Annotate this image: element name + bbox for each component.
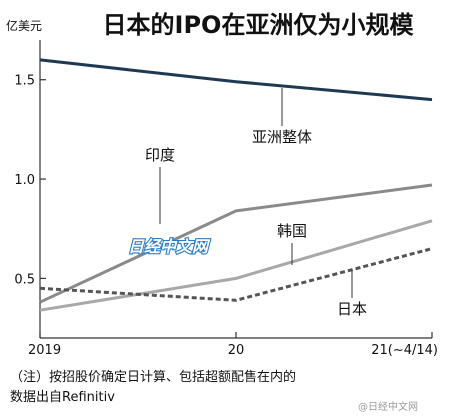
series-line: [39, 183, 433, 304]
series-label: 印度: [145, 146, 175, 164]
series-label: 日本: [337, 300, 367, 318]
chart-title: 日本的IPO在亚洲仅为小规模: [103, 11, 415, 39]
series-line: [39, 247, 433, 302]
series-line: [39, 219, 433, 312]
watermark-bottom: @日经中文网: [358, 402, 418, 413]
series-label: 韩国: [277, 222, 307, 240]
series-line: [39, 58, 433, 102]
x-tick-label: 21(~4/14): [371, 343, 438, 358]
y-tick-label: 1.0: [14, 173, 35, 188]
footnote-line-2: 数据出自Refinitiv: [10, 390, 115, 405]
x-tick-label: 20: [228, 343, 245, 358]
series-label: 亚洲整体: [252, 128, 312, 146]
y-axis-unit-label: 亿美元: [6, 18, 42, 33]
y-tick-label: 1.5: [14, 74, 35, 89]
watermark-center: 日经中文网: [128, 237, 211, 256]
y-tick-label: 0.5: [14, 272, 35, 287]
footnote-line-1: （注）按招股价确定日计算、包括超额配售在内的: [10, 370, 297, 385]
x-tick-label: 2019: [28, 343, 61, 358]
